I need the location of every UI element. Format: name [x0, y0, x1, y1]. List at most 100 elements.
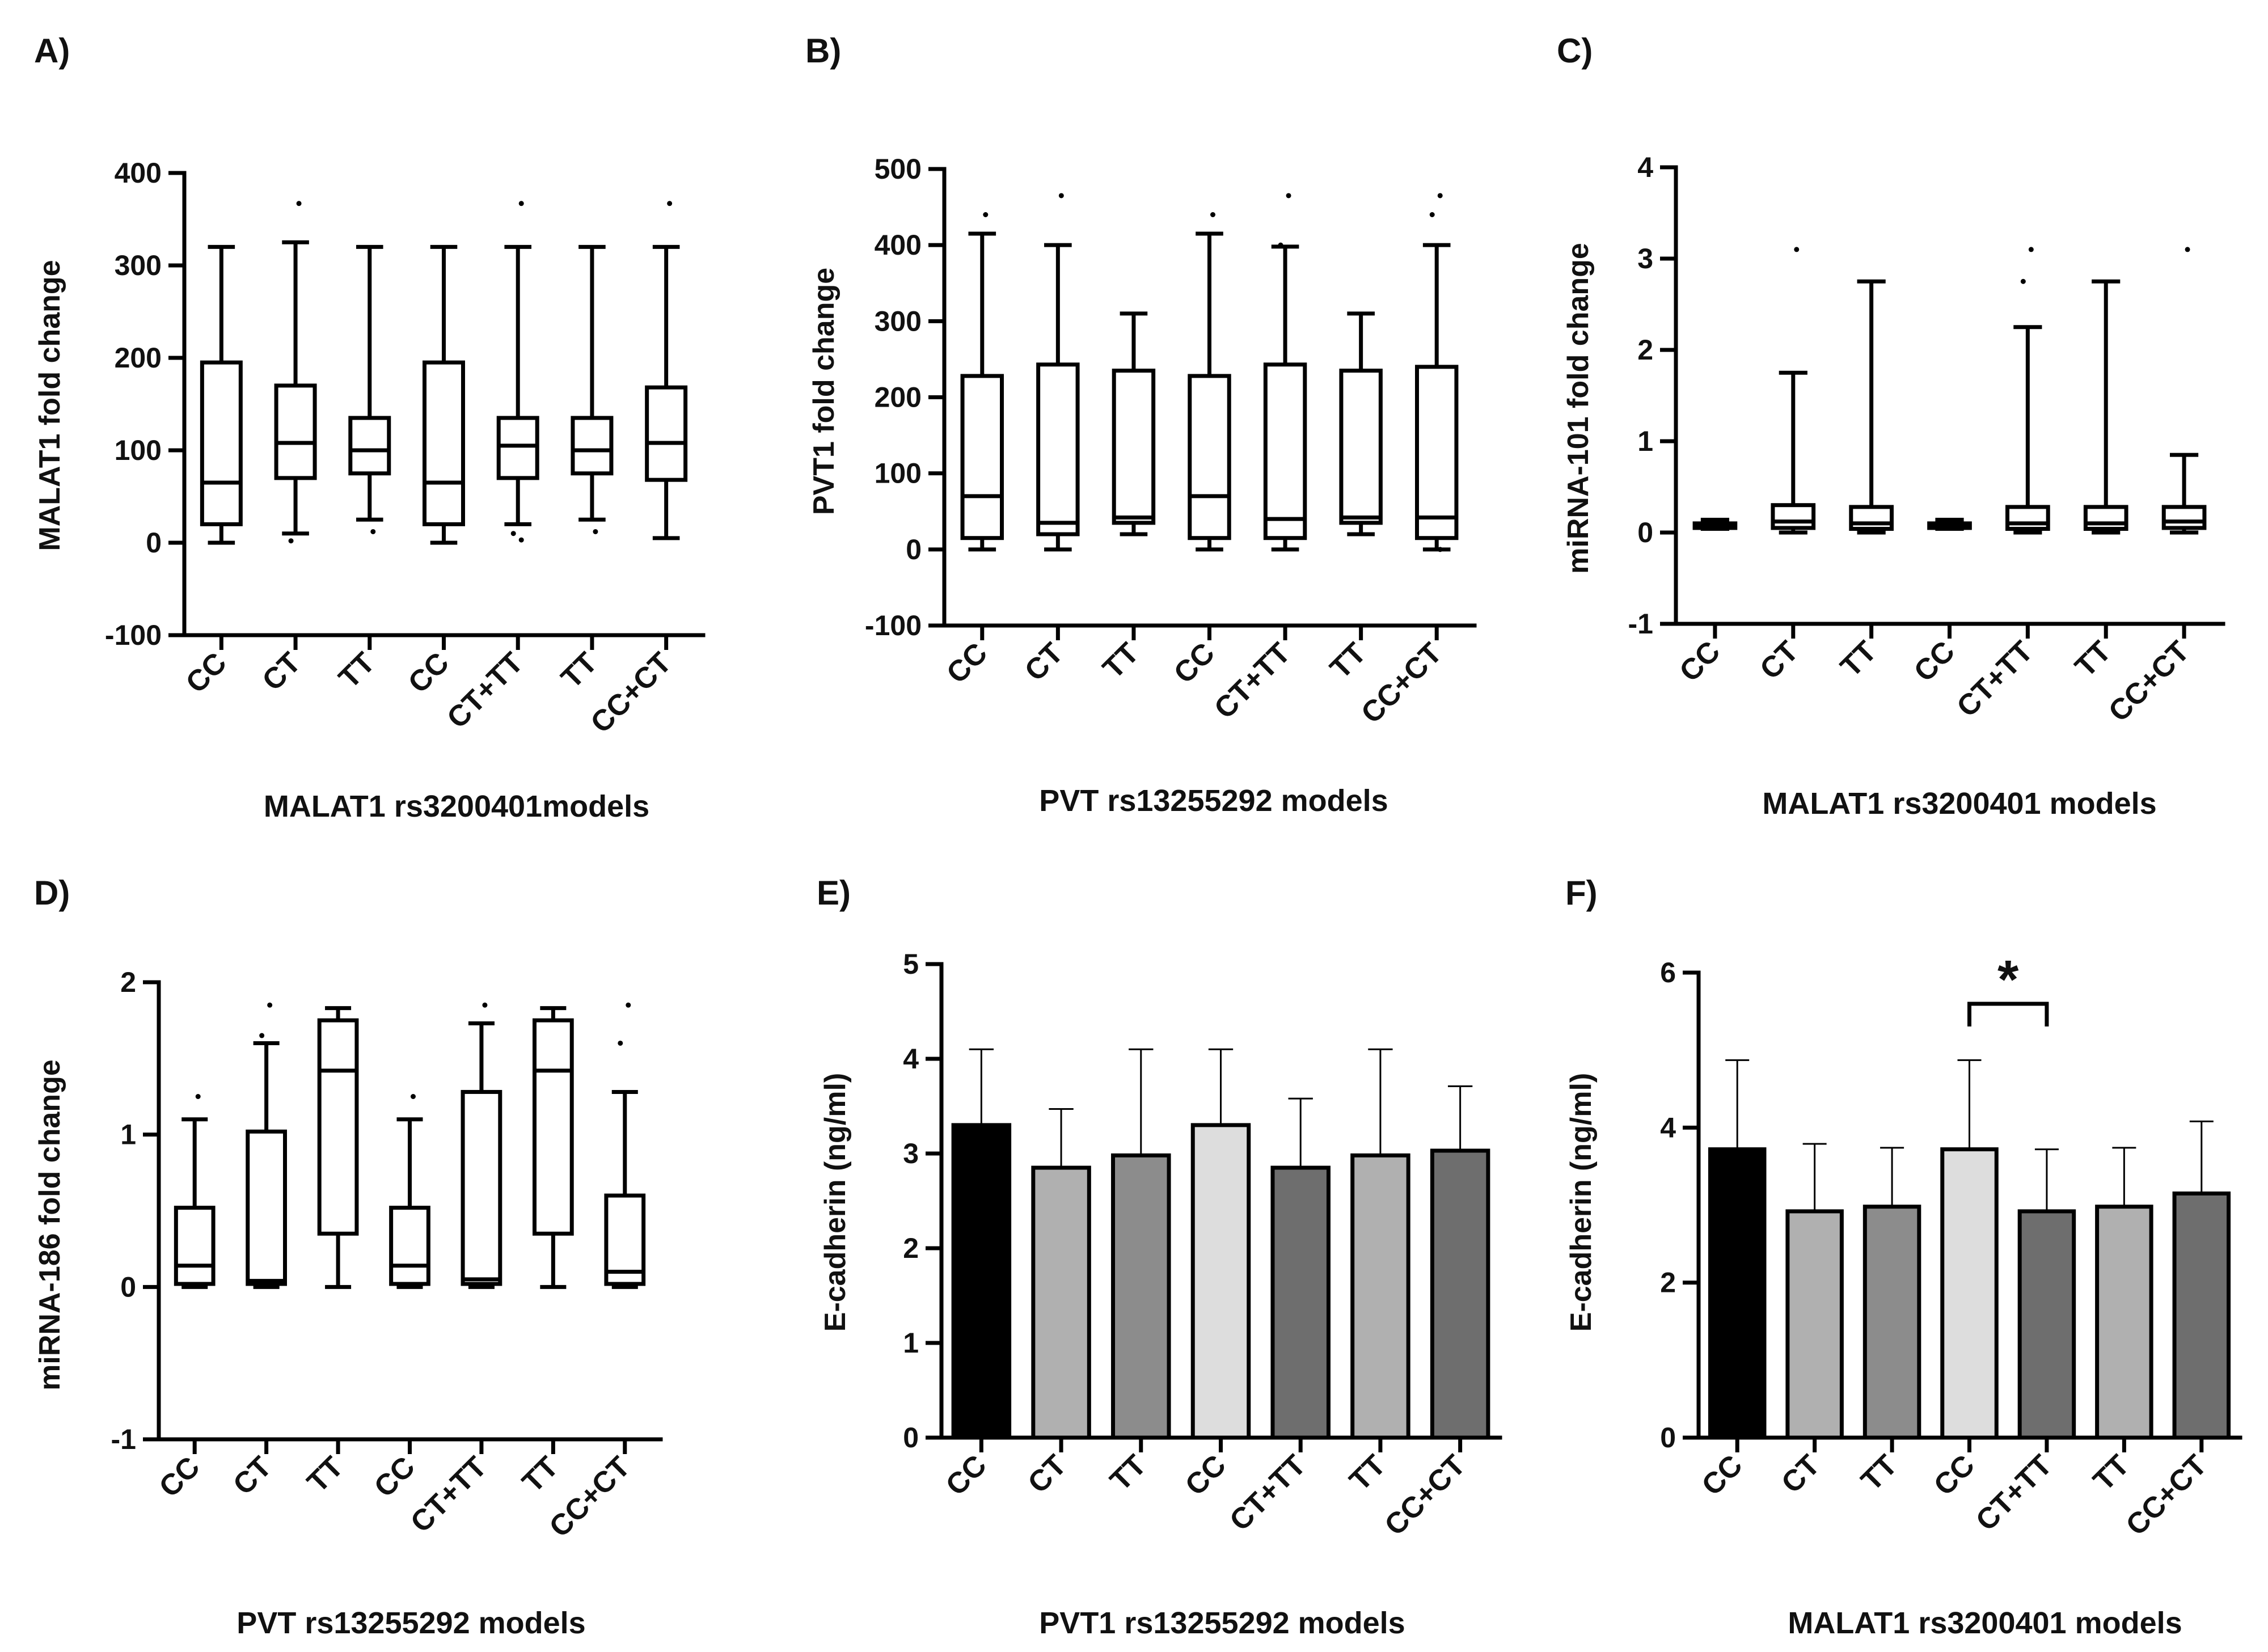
iqr-box [645, 385, 688, 482]
outlier-point [1794, 247, 1800, 252]
outlier-point [411, 1094, 416, 1099]
iqr-box [174, 1206, 216, 1286]
y-tick-label: 200 [875, 382, 922, 413]
y-tick-label: 0 [906, 534, 922, 565]
category-label: CC+CT [2120, 1448, 2214, 1542]
panel-d: D) miRNA-186 fold change PVT rs13255292 … [33, 874, 663, 1640]
iqr-box [496, 416, 539, 480]
box-tt [1849, 279, 1894, 535]
outlier-point [370, 529, 376, 534]
y-tick-label: 300 [115, 250, 162, 281]
y-axis-label: miRNA-186 fold change [33, 1059, 66, 1391]
bar-tt [1111, 1048, 1171, 1440]
iqr-box [1339, 369, 1383, 525]
panel-letter: E) [817, 874, 851, 912]
bar-tt [1350, 1048, 1410, 1440]
category-label: CC+CT [2102, 635, 2196, 728]
y-tick-label: 100 [115, 434, 162, 466]
box-ct [274, 201, 317, 544]
outlier-point [1210, 212, 1215, 217]
y-tick-label: 3 [903, 1138, 919, 1169]
category-label: CC+CT [1379, 1448, 1472, 1542]
iqr-box [348, 416, 391, 476]
y-tick-label: 0 [903, 1422, 919, 1454]
category-label: TT [332, 646, 381, 695]
iqr-box [604, 1193, 646, 1286]
category-label: TT [1104, 1448, 1152, 1497]
panel-b: B) PVT1 fold change PVT rs13255292 model… [805, 32, 1477, 818]
y-tick-label: 2 [903, 1232, 919, 1264]
y-tick-label: 100 [875, 458, 922, 489]
iqr-box [2161, 505, 2207, 530]
category-label: TT [1096, 636, 1145, 685]
category-label: CC [180, 646, 233, 699]
outlier-point [2028, 247, 2034, 252]
category-label: CT [1754, 635, 1805, 686]
panel-letter: C) [1557, 32, 1593, 70]
iqr-box [1112, 369, 1156, 525]
box-tt [348, 244, 391, 534]
y-tick-label: -1 [111, 1423, 136, 1455]
category-label: CT+TT [404, 1450, 493, 1539]
iqr-box [1771, 503, 1816, 530]
significance-bracket [1967, 1002, 2049, 1026]
outlier-point [1058, 193, 1064, 198]
bar-ct-plus-tt [2017, 1148, 2076, 1440]
box-ct [1771, 247, 1816, 535]
y-tick-label: 1 [1637, 425, 1653, 457]
y-tick-label: 6 [1660, 957, 1676, 988]
y-tick-label: 500 [875, 153, 922, 185]
box-cc [200, 244, 243, 545]
category-label: CT [1775, 1448, 1826, 1499]
category-label: CT+TT [1223, 1448, 1312, 1537]
box-ct-plus-tt [461, 1002, 502, 1289]
bar [1190, 1123, 1251, 1440]
category-label: CC+CT [585, 646, 678, 740]
category-label: CT [1022, 1448, 1073, 1499]
bar [1862, 1205, 1921, 1440]
bar [951, 1123, 1012, 1440]
iqr-box [246, 1129, 288, 1286]
category-label: CC [940, 1448, 993, 1502]
bar-ct-plus-tt [1270, 1097, 1331, 1440]
category-label: CC [368, 1450, 421, 1503]
panel-letter: F) [1565, 874, 1598, 912]
y-tick-label: 5 [903, 948, 919, 980]
bar-ct [1031, 1108, 1091, 1440]
category-label: TT [301, 1450, 350, 1499]
outlier-point [2020, 278, 2026, 284]
outlier-point [2185, 247, 2190, 252]
y-axis-label: MALAT1 fold change [33, 260, 66, 551]
box-ct [246, 1002, 288, 1289]
category-label: CC+CT [1355, 636, 1448, 730]
category-label: CC [940, 636, 994, 690]
y-tick-label: -100 [105, 619, 162, 651]
outlier-point [593, 529, 598, 534]
y-axis-label: E-cadherin (ng/ml) [1565, 1073, 1598, 1332]
iqr-box [2005, 505, 2050, 531]
box-cc [389, 1094, 430, 1289]
box-cc [174, 1094, 216, 1289]
box-ct-plus-tt [2005, 247, 2050, 535]
y-tick-label: 4 [1637, 151, 1653, 183]
bar [2017, 1209, 2076, 1440]
y-axis-label: miRNA-101 fold change [1562, 243, 1595, 574]
iqr-box [1849, 505, 1894, 531]
bar-cc [1708, 1059, 1767, 1440]
box-ct-plus-tt [496, 201, 539, 543]
outlier-point [626, 1002, 631, 1008]
outlier-point [1437, 193, 1443, 198]
y-tick-label: 0 [146, 527, 162, 559]
category-label: CC [1696, 1448, 1749, 1502]
category-label: CC [153, 1450, 206, 1503]
bar [2172, 1192, 2231, 1440]
category-label: CC [1673, 635, 1726, 688]
bar [1031, 1165, 1091, 1440]
y-tick-label: 0 [1660, 1422, 1676, 1454]
outlier-point [518, 537, 524, 543]
panel-f: F) E-cadherin (ng/ml) MALAT1 rs3200401 m… [1565, 874, 2242, 1640]
box-cc [960, 212, 1004, 552]
bar [1430, 1148, 1490, 1440]
outlier-point [1437, 547, 1443, 552]
box-cc-plus-ct [645, 201, 688, 540]
